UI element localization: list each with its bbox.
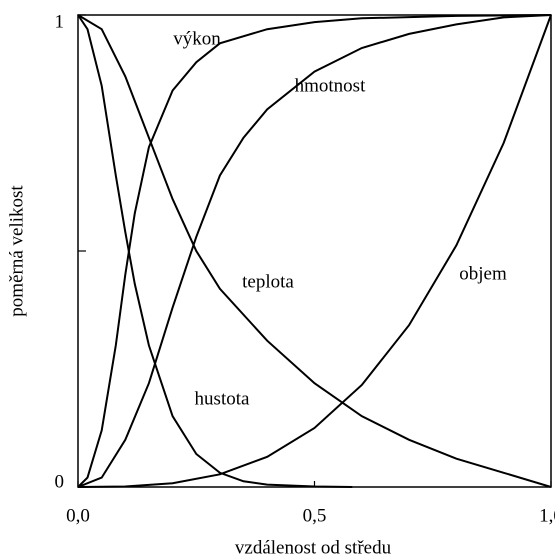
y-tick-label: 1: [55, 11, 65, 32]
x-tick-label: 1,0: [539, 505, 555, 526]
y-axis-label: poměrná velikost: [6, 185, 27, 317]
x-tick-label: 0,5: [303, 505, 327, 526]
x-axis-label: vzdálenost od středu: [235, 537, 392, 558]
curve: [77, 14, 353, 488]
curve-label: výkon: [173, 28, 221, 49]
x-tick-label: 0,0: [66, 505, 90, 526]
curve: [77, 14, 552, 488]
y-tick-label: 0: [55, 471, 65, 492]
curve: [77, 14, 552, 488]
curve: [77, 14, 552, 488]
curve: [77, 14, 552, 488]
curve-label: hmotnost: [295, 75, 366, 96]
curve-label: objem: [459, 263, 507, 284]
curve-label: teplota: [242, 271, 294, 292]
curve-label: hustota: [195, 388, 250, 409]
